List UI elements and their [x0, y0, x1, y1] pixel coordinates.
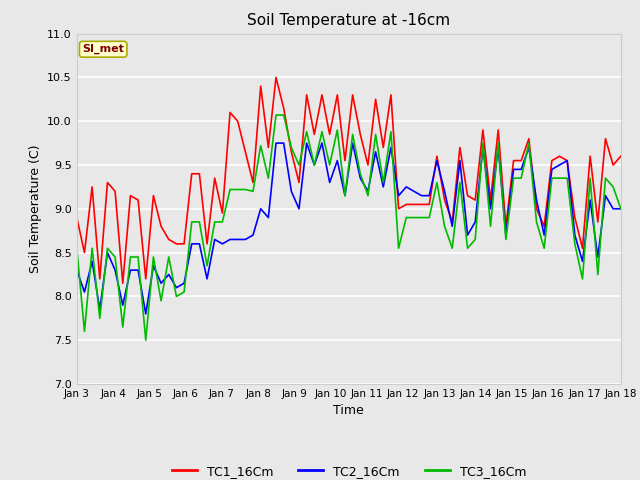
Legend: TC1_16Cm, TC2_16Cm, TC3_16Cm: TC1_16Cm, TC2_16Cm, TC3_16Cm [166, 460, 531, 480]
Title: Soil Temperature at -16cm: Soil Temperature at -16cm [247, 13, 451, 28]
X-axis label: Time: Time [333, 405, 364, 418]
Text: SI_met: SI_met [82, 44, 124, 54]
Y-axis label: Soil Temperature (C): Soil Temperature (C) [29, 144, 42, 273]
